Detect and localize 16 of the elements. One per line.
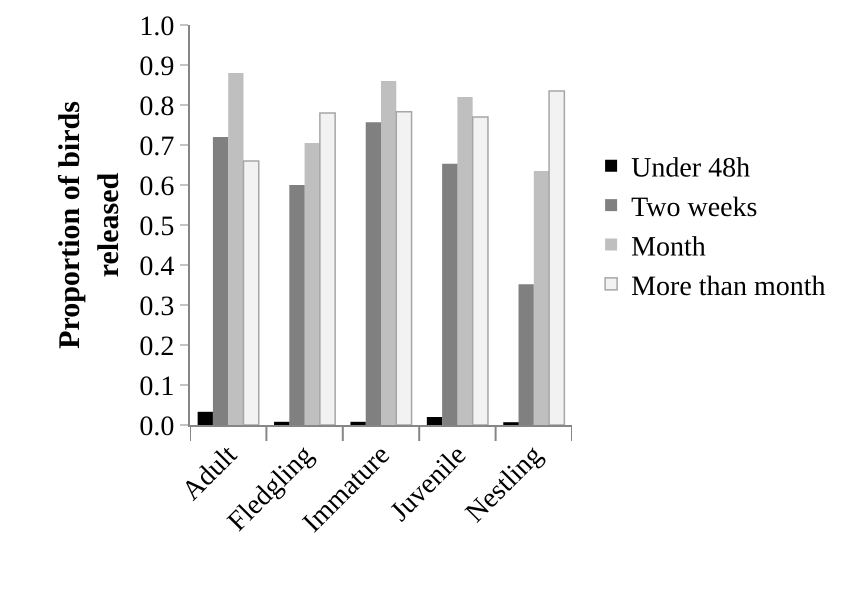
y-tick-label: 0.8 xyxy=(139,90,174,122)
y-tick-label: 0.5 xyxy=(139,210,174,242)
y-tick-label: 0.4 xyxy=(139,250,174,282)
y-axis-title: Proportion of birds released xyxy=(52,101,125,349)
y-tick-label: 0.3 xyxy=(139,290,174,322)
legend-label: More than month xyxy=(631,270,826,302)
y-tick-label: 0.0 xyxy=(139,410,174,442)
y-tick-label: 0.6 xyxy=(139,170,174,202)
legend-label: Month xyxy=(631,231,706,262)
y-tick-label: 1.0 xyxy=(139,10,174,42)
legend-label: Under 48h xyxy=(631,152,750,184)
legend-label: Two weeks xyxy=(631,192,758,224)
y-tick-label: 0.2 xyxy=(139,330,174,362)
y-tick-label: 0.9 xyxy=(139,50,174,82)
y-tick-label: 0.7 xyxy=(139,130,174,162)
y-tick-label: 0.1 xyxy=(139,370,174,402)
